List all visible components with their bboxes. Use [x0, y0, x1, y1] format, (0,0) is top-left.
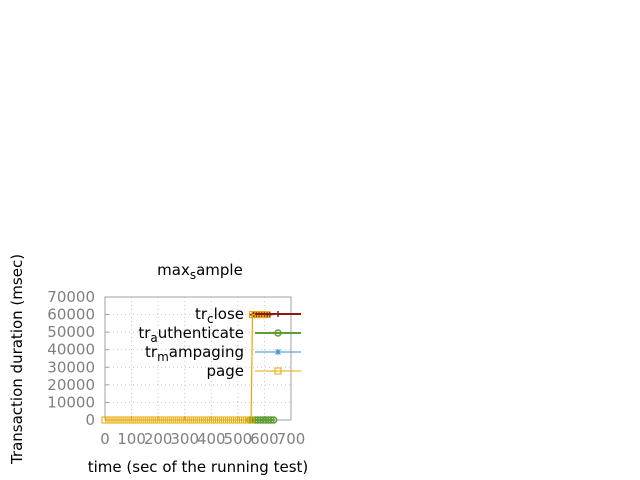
x-tick-label: 300 [170, 430, 199, 448]
x-tick-label: 0 [100, 430, 110, 448]
series-layer [101, 311, 278, 424]
data-point [201, 416, 209, 424]
data-point [141, 416, 149, 424]
data-point [237, 416, 245, 424]
y-tick-label: 40000 [47, 341, 95, 359]
data-point [117, 416, 125, 424]
data-point [221, 416, 229, 424]
data-point [233, 416, 241, 424]
data-point [165, 416, 173, 424]
data-point [121, 416, 129, 424]
y-tick-label: 20000 [47, 376, 95, 394]
x-tick-label: 500 [224, 430, 253, 448]
data-point [129, 416, 137, 424]
data-point [269, 416, 278, 424]
data-point [113, 416, 121, 424]
legend-marker [274, 367, 282, 375]
data-point [161, 416, 169, 424]
data-point [217, 416, 225, 424]
y-tick-label: 0 [85, 411, 95, 429]
data-point [105, 416, 113, 424]
x-tick-label: 700 [277, 430, 306, 448]
y-tick-label: 60000 [47, 306, 95, 324]
data-point [205, 416, 213, 424]
data-point [213, 416, 221, 424]
data-point [157, 416, 165, 424]
y-tick-label: 70000 [47, 288, 95, 306]
legend-marker [274, 329, 282, 337]
x-tick-label: 200 [144, 430, 173, 448]
data-point [241, 416, 248, 424]
data-point [267, 416, 275, 424]
data-point [137, 416, 145, 424]
legend-label: trclose [195, 305, 244, 326]
data-point [173, 416, 181, 424]
data-point [229, 416, 237, 424]
y-axis-title: Transaction duration (msec) [8, 254, 26, 465]
x-tick-label: 400 [197, 430, 226, 448]
data-point [247, 416, 255, 424]
data-point [149, 416, 157, 424]
legend-label: trmampaging [145, 343, 244, 364]
data-point [133, 416, 141, 424]
data-point [101, 416, 109, 424]
legend-label: page [207, 362, 244, 380]
data-point [193, 416, 201, 424]
data-point [169, 416, 177, 424]
data-point [189, 416, 197, 424]
data-point [181, 416, 189, 424]
x-tick-label: 100 [117, 430, 146, 448]
data-point [185, 416, 193, 424]
data-point [125, 416, 133, 424]
data-point [145, 416, 153, 424]
y-tick-label: 10000 [47, 393, 95, 411]
y-tick-label: 30000 [47, 358, 95, 376]
legend-marker [275, 349, 281, 355]
legend-label: trauthenticate [138, 324, 244, 345]
data-point [225, 416, 233, 424]
x-axis-title: time (sec of the running test) [88, 458, 309, 476]
data-point [109, 416, 117, 424]
data-point [153, 416, 161, 424]
axis-ticks: 0 100200300400500600700010000200003000040… [47, 288, 305, 448]
y-tick-label: 50000 [47, 323, 95, 341]
data-point [177, 416, 185, 424]
data-point [197, 416, 205, 424]
x-tick-label: 600 [250, 430, 279, 448]
chart-title: maxsample [157, 261, 243, 282]
legend-marker [275, 311, 281, 317]
data-point [209, 416, 217, 424]
